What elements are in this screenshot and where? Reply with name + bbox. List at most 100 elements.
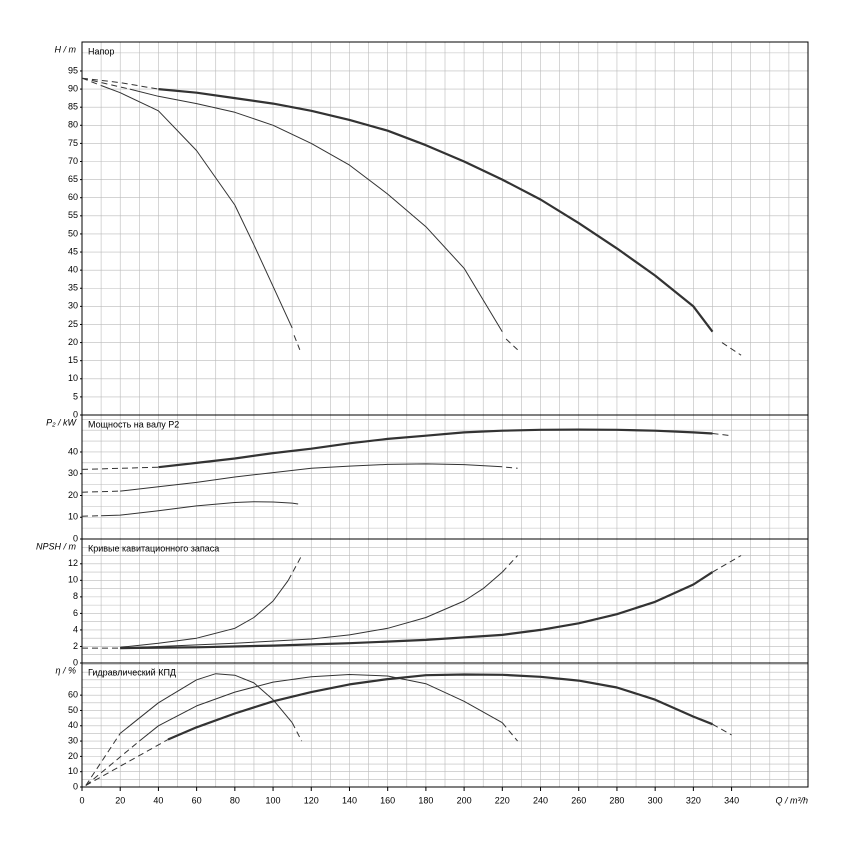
y-tick-label: 40: [68, 265, 78, 275]
x-tick-label: 300: [648, 795, 663, 805]
y-axis-label: P₂ / kW: [46, 417, 77, 427]
x-tick-label: 340: [724, 795, 739, 805]
x-tick-label: 180: [418, 795, 433, 805]
y-tick-label: 85: [68, 102, 78, 112]
y-tick-label: 55: [68, 210, 78, 220]
y-tick-label: 6: [73, 608, 78, 618]
curve: [120, 571, 714, 650]
x-tick-label: 0: [79, 795, 84, 805]
y-tick-label: 2: [73, 641, 78, 651]
curve: [81, 515, 102, 517]
curve: [291, 722, 303, 742]
curve: [293, 335, 301, 350]
y-tick-label: 0: [73, 533, 78, 543]
y-tick-label: 20: [68, 751, 78, 761]
x-tick-label: 240: [533, 795, 548, 805]
y-tick-label: 30: [68, 468, 78, 478]
curve: [287, 555, 303, 581]
x-tick-label: 100: [266, 795, 281, 805]
y-tick-label: 10: [68, 512, 78, 522]
y-tick-label: 4: [73, 624, 78, 634]
x-tick-label: 320: [686, 795, 701, 805]
curve: [81, 466, 159, 470]
y-tick-label: 40: [68, 446, 78, 456]
curve: [81, 490, 121, 493]
y-tick-label: 25: [68, 319, 78, 329]
y-axis-label: H / m: [55, 44, 77, 54]
curve: [120, 580, 289, 648]
y-tick-label: 40: [68, 720, 78, 730]
y-axis-label: η / %: [55, 665, 76, 675]
y-tick-label: 45: [68, 246, 78, 256]
x-tick-label: 120: [304, 795, 319, 805]
curve: [158, 428, 713, 469]
x-tick-label: 140: [342, 795, 357, 805]
y-tick-label: 90: [68, 83, 78, 93]
curve: [81, 77, 159, 90]
curve: [119, 673, 293, 734]
y-tick-label: 5: [73, 391, 78, 401]
curve: [292, 502, 300, 505]
x-tick-label: 80: [230, 795, 240, 805]
y-axis-label: NPSH / m: [36, 541, 77, 551]
y-tick-label: 30: [68, 301, 78, 311]
curve: [120, 571, 503, 649]
y-tick-label: 0: [73, 781, 78, 791]
panel-frame: [81, 662, 809, 788]
y-tick-label: 20: [68, 337, 78, 347]
curve: [167, 673, 713, 741]
curve: [721, 342, 742, 356]
curve: [712, 723, 732, 736]
x-tick-label: 200: [457, 795, 472, 805]
curve: [129, 88, 503, 332]
y-tick-label: 8: [73, 591, 78, 601]
curve: [100, 85, 293, 329]
panel-title: Гидравлический КПД: [88, 667, 176, 677]
x-tick-label: 220: [495, 795, 510, 805]
y-tick-label: 80: [68, 120, 78, 130]
y-tick-label: 30: [68, 735, 78, 745]
curve: [85, 739, 169, 786]
x-tick-label: 160: [380, 795, 395, 805]
y-tick-label: 65: [68, 174, 78, 184]
y-tick-label: 35: [68, 283, 78, 293]
y-tick-label: 50: [68, 705, 78, 715]
y-tick-label: 60: [68, 690, 78, 700]
x-axis-label: Q / m³/h: [775, 795, 808, 805]
curve: [505, 338, 518, 351]
y-tick-label: 10: [68, 575, 78, 585]
y-tick-label: 95: [68, 65, 78, 75]
y-tick-label: 0: [73, 657, 78, 667]
curve: [712, 433, 732, 437]
panel-title: Кривые кавитационного запаса: [88, 543, 219, 553]
y-tick-label: 75: [68, 138, 78, 148]
curve: [81, 77, 130, 90]
curve: [501, 722, 518, 742]
y-tick-label: 15: [68, 355, 78, 365]
y-tick-label: 12: [68, 558, 78, 568]
y-tick-label: 0: [73, 409, 78, 419]
curve: [81, 77, 102, 86]
curve: [506, 466, 518, 469]
curve: [158, 88, 714, 333]
curve: [712, 555, 742, 573]
x-tick-label: 280: [609, 795, 624, 805]
curve: [85, 733, 121, 786]
x-tick-label: 20: [115, 795, 125, 805]
panel-title: Напор: [88, 46, 114, 56]
y-tick-label: 60: [68, 192, 78, 202]
panel-title: Мощность на валу P2: [88, 419, 179, 429]
curve: [85, 740, 140, 786]
curve: [120, 463, 503, 492]
x-tick-label: 260: [571, 795, 586, 805]
y-tick-label: 20: [68, 490, 78, 500]
curve: [501, 555, 518, 573]
curve: [138, 674, 503, 742]
y-tick-label: 10: [68, 373, 78, 383]
y-tick-label: 10: [68, 766, 78, 776]
x-tick-label: 40: [153, 795, 163, 805]
y-tick-label: 70: [68, 156, 78, 166]
curve: [101, 501, 293, 517]
y-tick-label: 50: [68, 228, 78, 238]
